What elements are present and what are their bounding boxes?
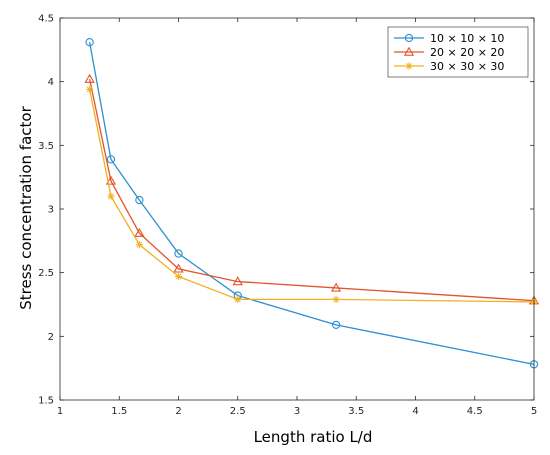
series-line-1 — [88, 42, 535, 365]
data-point-s3-2 — [107, 192, 115, 200]
data-point-s2-4 — [173, 263, 184, 273]
y-tick-label: 1.5 — [38, 396, 54, 407]
y-tick-label: 4.5 — [38, 14, 54, 25]
x-tick-label: 2 — [175, 406, 181, 417]
legend-entry-3: 30 × 30 × 30 — [394, 60, 504, 73]
legend-entry-1: 10 × 10 × 10 — [394, 32, 504, 45]
y-axis-label: Stress concentration factor — [17, 105, 35, 309]
data-point-s3-3 — [135, 241, 143, 249]
x-tick-label: 1.5 — [111, 406, 127, 417]
data-point-s1-6 — [331, 320, 341, 330]
legend-marker — [404, 33, 414, 43]
legend-label: 20 × 20 × 20 — [430, 46, 504, 59]
data-point-s2-6 — [330, 282, 342, 292]
x-tick-label: 4.5 — [467, 406, 483, 417]
legend-label: 30 × 30 × 30 — [430, 60, 504, 73]
data-point-s3-4 — [174, 272, 183, 281]
x-tick-label: 2.5 — [230, 406, 246, 417]
plot-background — [60, 18, 534, 400]
legend-entry-2: 20 × 20 × 20 — [394, 46, 504, 59]
axes-layer: 1 1.5 2 2.5 3 3.5 4 4.5 51.522.533.544.5 — [38, 14, 537, 418]
x-axis-label: Length ratio L/d — [254, 428, 373, 446]
legend-marker — [403, 46, 415, 56]
legend-label: 10 × 10 × 10 — [430, 32, 504, 45]
x-tick-label: 4 — [412, 406, 418, 417]
data-point-s3-5 — [234, 295, 242, 304]
data-point-s2-5 — [232, 276, 243, 286]
series-line-2 — [88, 78, 535, 302]
y-tick-label: 2 — [48, 332, 54, 343]
series-layer — [84, 38, 540, 369]
x-tick-label: 5 — [531, 406, 537, 417]
y-tick-label: 3.5 — [38, 141, 54, 152]
data-point-s1-3 — [135, 195, 144, 205]
data-point-s1-1 — [85, 38, 94, 47]
x-tick-label: 1 — [57, 406, 63, 417]
x-tick-label: 3 — [294, 406, 300, 417]
plot-area — [60, 18, 534, 400]
y-tick-label: 3 — [48, 205, 54, 216]
legend-marker — [405, 62, 413, 70]
data-point-s2-1 — [84, 73, 95, 83]
x-tick-label: 3.5 — [348, 406, 364, 417]
data-point-s2-3 — [134, 227, 145, 237]
y-tick-label: 4 — [48, 77, 54, 88]
data-point-s3-1 — [86, 85, 94, 93]
data-point-s3-6 — [332, 295, 340, 304]
y-tick-label: 2.5 — [38, 268, 54, 279]
data-point-s1-2 — [106, 155, 116, 164]
data-point-s2-2 — [105, 175, 117, 185]
series-2 — [84, 73, 540, 305]
data-point-s1-4 — [174, 249, 183, 258]
